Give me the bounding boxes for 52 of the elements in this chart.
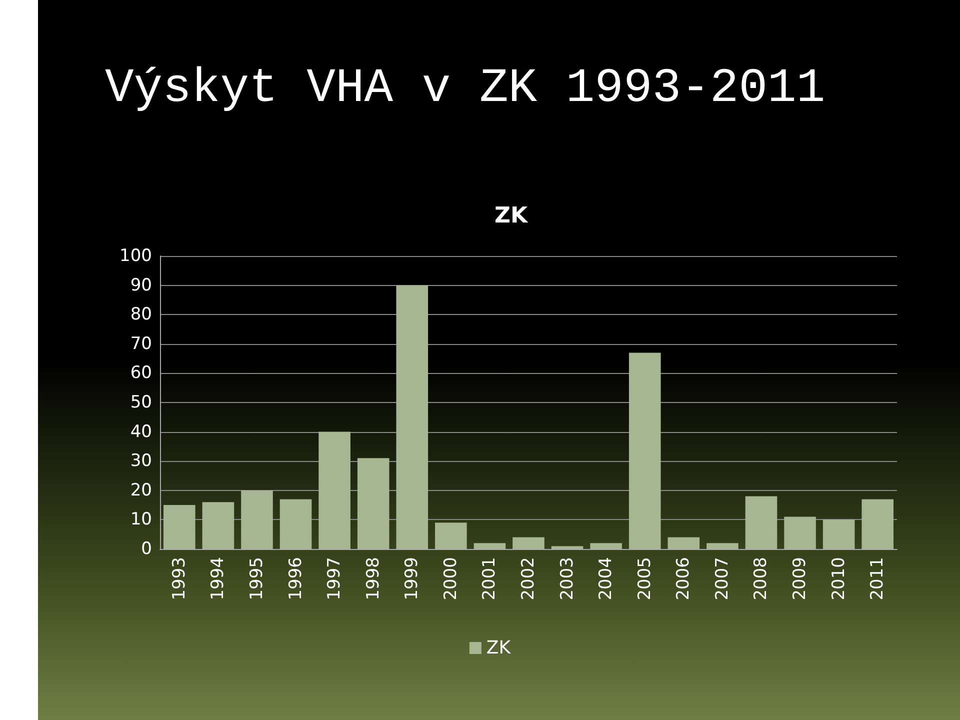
y-tick-label: 50 (130, 392, 152, 412)
x-tick-label: 2004 (596, 557, 616, 600)
bar (202, 502, 234, 549)
x-tick-label: 2007 (712, 557, 732, 600)
x-tick-label: 1998 (363, 557, 384, 600)
y-tick-label: 40 (130, 422, 152, 442)
x-tick-label: 2010 (828, 557, 849, 600)
bar (590, 543, 622, 549)
x-tick-label: 1999 (402, 557, 422, 600)
bar (822, 520, 855, 549)
y-tick-label: 0 (141, 539, 152, 559)
bar (357, 458, 390, 549)
y-tick-label: 100 (120, 246, 152, 266)
x-tick-label: 2011 (868, 557, 888, 600)
y-tick-label: 80 (130, 304, 152, 325)
bar (474, 543, 506, 549)
legend-label: ZK (486, 638, 512, 658)
bar (280, 499, 312, 549)
x-tick-label: 2003 (557, 557, 578, 600)
bar (396, 285, 428, 549)
x-tick-label: 2002 (518, 557, 538, 600)
bar (318, 432, 350, 549)
x-tick-label: 2008 (751, 557, 772, 600)
x-tick-label: 2001 (480, 557, 500, 600)
x-tick-label: 2000 (440, 557, 461, 600)
y-tick-label: 10 (130, 510, 152, 530)
bar (435, 522, 467, 549)
x-tick-label: 1995 (246, 557, 267, 600)
y-tick-label: 30 (130, 451, 152, 472)
bar (628, 352, 661, 549)
y-tick-label: 70 (130, 334, 152, 354)
bar (862, 499, 894, 549)
bar (668, 537, 700, 549)
x-tick-label: 1997 (324, 557, 345, 600)
bar (706, 543, 738, 549)
x-tick-label: 2009 (790, 557, 810, 600)
x-tick-label: 1993 (169, 557, 190, 600)
bar (512, 537, 544, 549)
x-tick-label: 1996 (286, 557, 306, 600)
x-tick-label: 2005 (634, 557, 655, 600)
x-tick-label: 1994 (208, 557, 228, 600)
y-tick-label: 90 (130, 275, 152, 296)
bar (745, 496, 778, 549)
bar (551, 546, 584, 549)
chart-subtitle: ZK (494, 204, 528, 228)
bar (241, 490, 273, 549)
x-tick-label: 2006 (674, 557, 694, 600)
y-tick-label: 60 (130, 363, 152, 384)
bar (163, 505, 196, 549)
chart-title: Výskyt VHA v ZK 1993-2011 (105, 62, 826, 116)
bar (784, 516, 816, 549)
y-tick-label: 20 (130, 480, 152, 500)
